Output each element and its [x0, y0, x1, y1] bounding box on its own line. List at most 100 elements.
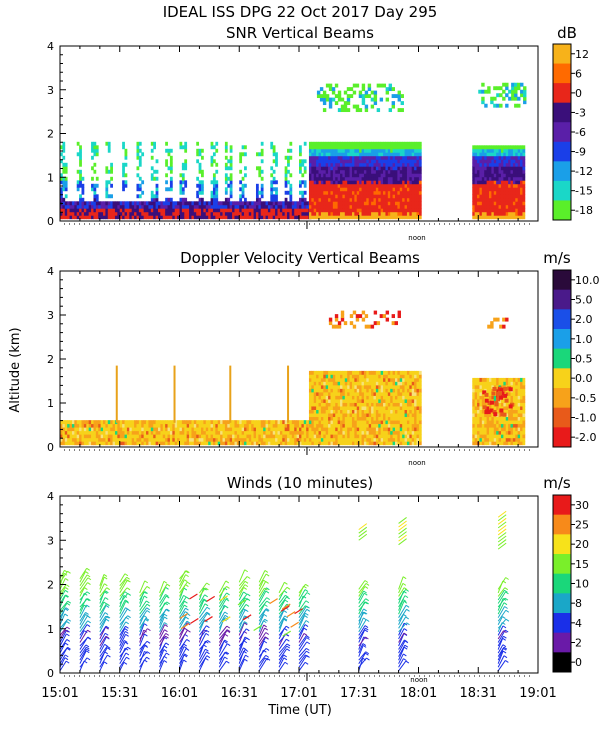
snr-cell [484, 201, 488, 206]
doppler-cell [241, 427, 245, 432]
doppler-cell [282, 434, 286, 439]
doppler-cell [136, 423, 140, 428]
snr-cell [64, 169, 68, 174]
snr-cell [255, 183, 259, 188]
doppler-cell [394, 392, 398, 396]
doppler-cell [103, 420, 106, 425]
doppler-cell [335, 423, 339, 428]
snr-cell [311, 176, 315, 181]
snr-cell [376, 108, 381, 113]
snr-cell [117, 211, 121, 216]
snr-cell [373, 215, 377, 220]
snr-cell [64, 211, 68, 216]
doppler-cell [371, 399, 374, 403]
doppler-cell [349, 377, 353, 382]
snr-cell [320, 183, 324, 188]
snr-cell [406, 145, 410, 150]
doppler-cell [320, 388, 324, 393]
doppler-cell [512, 377, 516, 382]
snr-cell [522, 169, 526, 174]
snr-cell [150, 215, 154, 220]
doppler-cell [387, 430, 391, 435]
snr-cell [332, 155, 336, 160]
y-tick-label: 1 [47, 397, 54, 410]
snr-cell [76, 180, 80, 185]
doppler-cell [287, 441, 290, 446]
snr-cell [517, 166, 521, 171]
doppler-cell [234, 441, 238, 446]
snr-cell [236, 201, 240, 206]
snr-cell [349, 145, 353, 150]
doppler-cell [351, 392, 355, 396]
doppler-cell [414, 370, 417, 375]
snr-cell [325, 211, 329, 216]
doppler-cell [354, 370, 358, 375]
snr-cell [60, 215, 63, 220]
doppler-cell [337, 384, 341, 389]
doppler-cell [368, 402, 372, 407]
doppler-cell [126, 423, 130, 428]
doppler-cell [150, 427, 154, 432]
snr-cell [196, 152, 200, 157]
snr-cell [332, 148, 336, 153]
doppler-cell [472, 392, 476, 396]
doppler-cell [98, 441, 102, 446]
snr-cell [366, 176, 370, 181]
doppler-cell [416, 430, 420, 435]
doppler-cell [366, 427, 370, 432]
snr-cell [418, 197, 422, 202]
doppler-cell [284, 441, 288, 446]
snr-cell [486, 155, 490, 160]
snr-cell [311, 141, 315, 146]
snr-cell [409, 215, 413, 220]
snr-cell [222, 204, 226, 209]
doppler-cell [253, 427, 257, 432]
snr-cell [60, 197, 63, 202]
snr-cell [416, 187, 420, 192]
snr-cell [472, 155, 476, 160]
snr-cell [222, 201, 226, 206]
doppler-cell [385, 437, 389, 442]
snr-cell [91, 148, 94, 153]
snr-cell [411, 169, 415, 174]
doppler-cell [359, 420, 362, 425]
snr-cell [511, 89, 515, 94]
doppler-cell [371, 377, 374, 382]
snr-cell [201, 169, 204, 174]
doppler-cell [83, 427, 87, 432]
doppler-cell [361, 402, 365, 407]
doppler-cell [203, 437, 207, 442]
doppler-cell [520, 413, 523, 418]
doppler-cell [265, 430, 269, 435]
doppler-cell [505, 388, 509, 393]
snr-cell [258, 197, 262, 202]
snr-cell [392, 201, 396, 206]
snr-cell [306, 215, 309, 220]
snr-cell [411, 201, 415, 206]
doppler-cell [272, 420, 276, 425]
snr-cell [260, 176, 264, 181]
snr-cell [512, 183, 516, 188]
snr-cell [349, 215, 353, 220]
snr-cell [486, 208, 490, 213]
doppler-cell [112, 427, 116, 432]
doppler-cell [406, 441, 410, 446]
doppler-cell [496, 430, 499, 435]
doppler-cell [359, 427, 362, 432]
snr-cell [402, 215, 405, 220]
snr-cell [523, 93, 527, 98]
snr-cell [287, 201, 290, 206]
doppler-cell [498, 377, 502, 382]
doppler-cell [515, 377, 519, 382]
snr-cell [131, 215, 135, 220]
snr-cell [394, 197, 398, 202]
snr-cell [313, 187, 317, 192]
doppler-cell [323, 395, 327, 400]
snr-cell [340, 148, 343, 153]
snr-cell [136, 201, 140, 206]
doppler-cell [363, 402, 367, 407]
doppler-cell [477, 402, 480, 407]
snr-cell [500, 176, 504, 181]
doppler-cell [368, 409, 372, 414]
doppler-cell [406, 370, 410, 375]
